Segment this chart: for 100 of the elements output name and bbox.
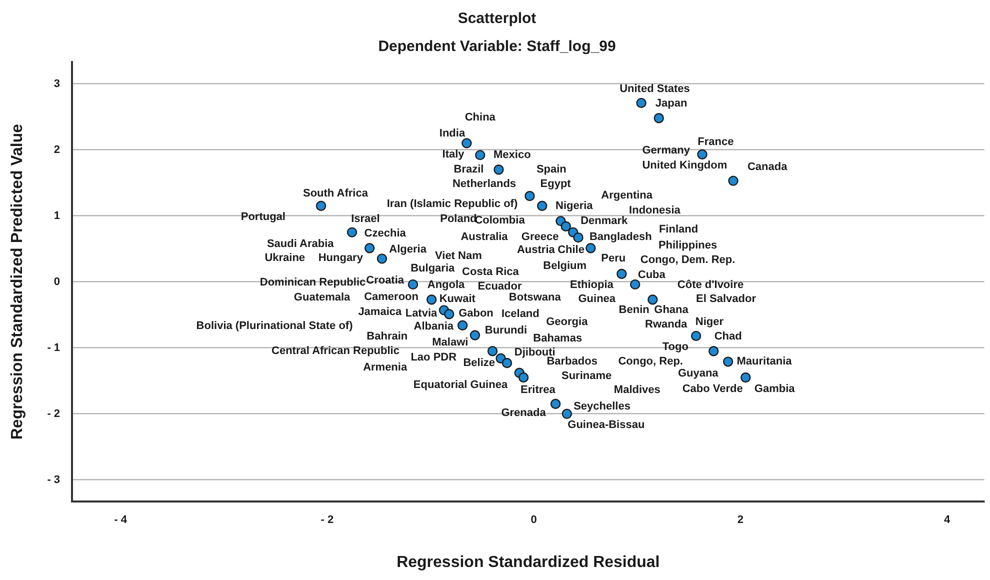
point xyxy=(560,221,571,232)
annotation: Hungary xyxy=(318,252,364,264)
annotation: Congo, Rep. xyxy=(618,356,683,368)
point xyxy=(537,200,548,211)
annotation: China xyxy=(464,111,496,124)
annotation: Benin xyxy=(618,304,650,316)
chart-title: Scatterplot xyxy=(458,10,536,28)
annotation: Belize xyxy=(463,357,495,370)
annotation: France xyxy=(698,136,734,148)
annotation: Cabo Verde xyxy=(682,382,743,395)
y-tick-label: 0 xyxy=(54,276,60,288)
annotation: Niger xyxy=(695,316,724,328)
point xyxy=(457,320,468,330)
annotation: Armenia xyxy=(363,362,408,374)
annotation: Colombia xyxy=(474,214,526,226)
annotation: Bangladesh xyxy=(589,230,652,243)
annotation: Belgium xyxy=(543,260,587,272)
annotation: Egypt xyxy=(540,178,572,190)
annotation: Indonesia xyxy=(629,204,682,217)
point xyxy=(636,98,646,108)
x-tick-label: - 2 xyxy=(320,514,334,526)
annotation: Iran (Islamic Republic of) xyxy=(386,198,518,210)
annotation: Latvia xyxy=(405,308,438,320)
point xyxy=(562,408,572,419)
annotation: Viet Nam xyxy=(434,250,482,262)
annotation: Malawi xyxy=(432,336,468,349)
point xyxy=(690,330,702,342)
annotation: Rwanda xyxy=(645,318,688,331)
annotation: Mexico xyxy=(494,149,532,162)
annotation: Germany xyxy=(642,144,691,156)
y-tick-label: - 3 xyxy=(47,474,60,486)
point xyxy=(722,356,734,367)
annotation: Cameroon xyxy=(364,291,419,304)
annotation: Peru xyxy=(601,252,626,265)
annotation: Spain xyxy=(536,164,567,176)
annotation: Denmark xyxy=(580,215,629,228)
point xyxy=(616,268,627,279)
annotation: Netherlands xyxy=(452,178,516,190)
annotation: El Salvador xyxy=(696,292,757,305)
annotation: Iceland xyxy=(501,308,540,320)
annotation: Kuwait xyxy=(439,292,476,305)
annotation: Bahamas xyxy=(533,332,582,345)
point xyxy=(502,358,512,368)
annotation: Suriname xyxy=(561,370,612,382)
annotation: Botswana xyxy=(508,292,562,304)
annotation: Central African Republic xyxy=(272,345,400,358)
annotation: Guatemala xyxy=(294,292,352,304)
annotation: Guinea xyxy=(578,292,616,305)
annotation: Grenada xyxy=(501,407,547,420)
annotation: Togo xyxy=(662,341,689,354)
annotation: Angola xyxy=(427,279,466,292)
x-tick-label: 4 xyxy=(944,514,952,526)
point xyxy=(487,346,498,356)
annotation: Chile xyxy=(558,244,584,256)
point xyxy=(740,372,751,383)
annotation: Greece xyxy=(521,230,559,243)
point xyxy=(630,279,640,290)
point xyxy=(697,149,708,160)
annotation: Eritrea xyxy=(520,384,556,396)
x-tick-label: 0 xyxy=(530,514,537,526)
annotation: Ethiopia xyxy=(570,279,614,292)
annotation: Seychelles xyxy=(574,400,630,413)
point xyxy=(654,113,664,124)
x-axis-title: Regression Standardized Residual xyxy=(396,554,660,571)
annotation: Austria xyxy=(516,244,556,256)
point xyxy=(518,372,529,383)
annotation: Côte d'Ivoire xyxy=(677,279,744,292)
annotation: Ukraine xyxy=(264,252,306,264)
annotation: Italy xyxy=(442,148,466,160)
annotation: Japan xyxy=(655,98,688,110)
annotation: Georgia xyxy=(546,316,589,328)
annotation: Burundi xyxy=(484,324,528,337)
annotation: Croatia xyxy=(366,274,405,287)
annotation: Portugal xyxy=(240,211,286,224)
annotation: Finland xyxy=(658,224,698,236)
point xyxy=(346,227,358,238)
point xyxy=(573,232,584,243)
annotation: South Africa xyxy=(302,187,369,200)
point xyxy=(470,330,480,340)
annotation: Nigeria xyxy=(555,200,594,212)
chart-subtitle: Dependent Variable: Staff_log_99 xyxy=(378,38,616,56)
annotation: Gabon xyxy=(458,308,494,320)
annotation: Canada xyxy=(747,160,788,173)
annotation: Gambia xyxy=(754,382,796,395)
annotation: Bahrain xyxy=(366,330,408,343)
annotation: United Kingdom xyxy=(642,160,728,172)
y-tick-label: 2 xyxy=(54,144,60,156)
annotation: Australia xyxy=(460,230,509,243)
point xyxy=(462,138,472,148)
annotation: India xyxy=(439,127,466,140)
x-tick-label: 2 xyxy=(737,514,744,526)
point xyxy=(475,150,486,160)
annotation: Equatorial Guinea xyxy=(413,378,508,391)
annotation: Czechia xyxy=(364,228,407,240)
annotation: Congo, Dem. Rep. xyxy=(640,254,736,266)
annotation: Barbados xyxy=(546,356,598,368)
annotation: Argentina xyxy=(601,189,654,202)
annotation: Saudi Arabia xyxy=(266,238,335,250)
annotation: United States xyxy=(620,83,690,96)
annotation: Cuba xyxy=(638,269,666,282)
